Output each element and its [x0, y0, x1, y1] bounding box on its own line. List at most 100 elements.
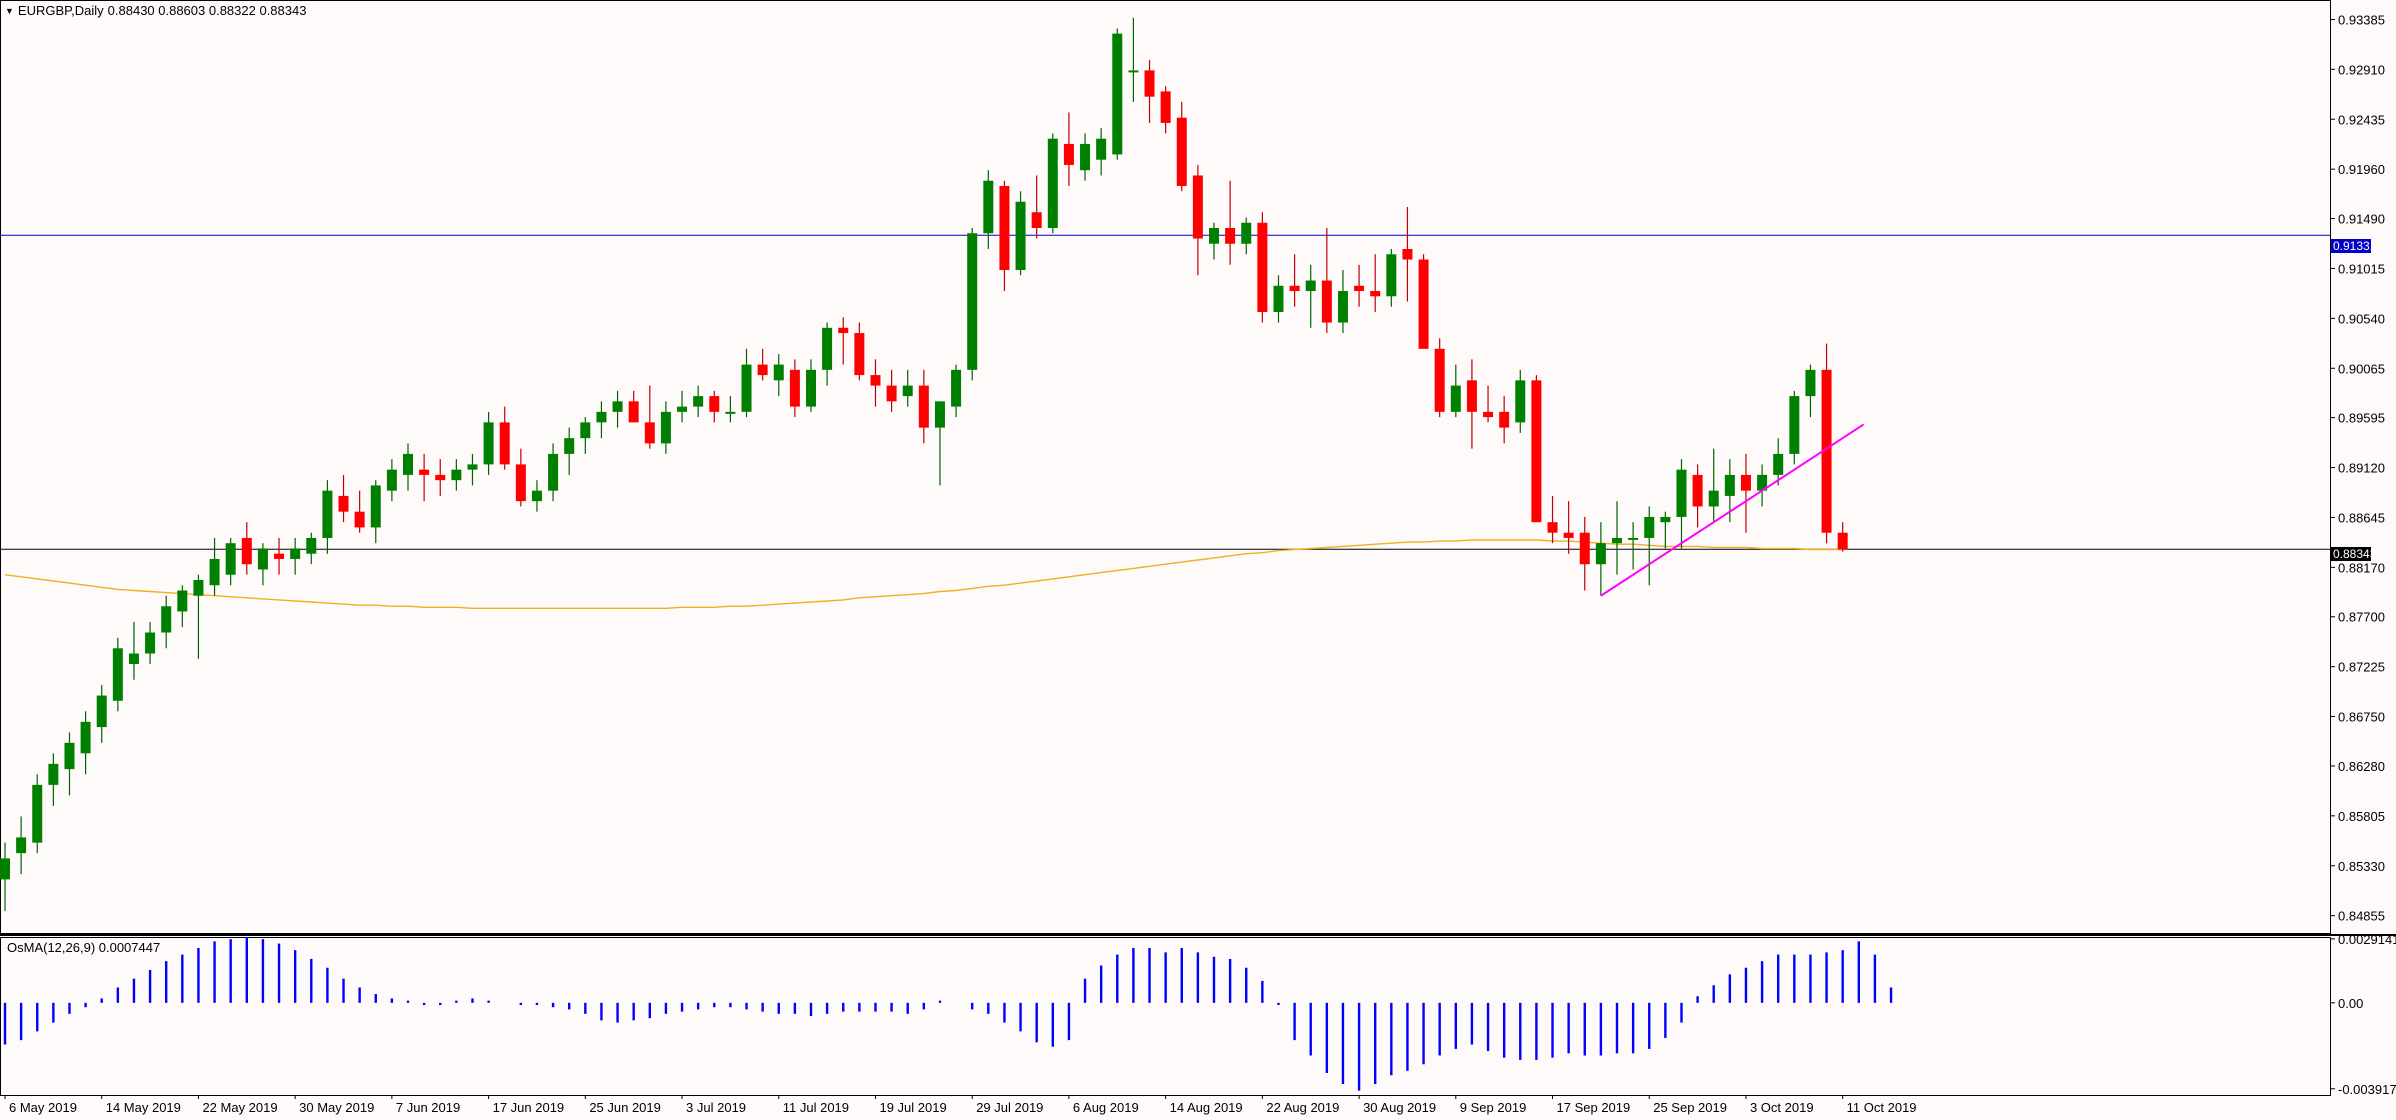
candle — [693, 385, 704, 418]
y-tick-label: 0.91490 — [2338, 212, 2385, 227]
candle — [1773, 438, 1784, 486]
candle — [1789, 390, 1800, 465]
candle — [1434, 338, 1445, 418]
candle — [96, 685, 107, 743]
candle-body — [822, 327, 833, 370]
candle — [48, 753, 59, 806]
candle — [1209, 222, 1219, 260]
candle — [902, 369, 913, 407]
x-tick-label: 11 Oct 2019 — [1847, 1100, 1917, 1115]
candle — [886, 369, 897, 412]
candle — [1402, 206, 1413, 302]
moving-average-line — [4, 539, 1843, 609]
candle-body — [467, 464, 478, 470]
candle — [838, 317, 849, 365]
candle — [112, 637, 123, 712]
candle-body — [386, 469, 397, 491]
candle-body — [757, 364, 768, 376]
x-tick-label: 17 Sep 2019 — [1557, 1100, 1631, 1115]
candle — [290, 537, 301, 575]
candle-body — [128, 653, 139, 665]
candle — [951, 364, 962, 418]
candle-body — [1531, 380, 1542, 523]
candle — [596, 401, 607, 439]
chart-title: ▼ EURGBP,Daily 0.88430 0.88603 0.88322 0… — [0, 3, 306, 18]
candle-body — [1080, 143, 1091, 171]
candle-body — [1209, 227, 1219, 244]
candle-body — [1047, 138, 1058, 228]
candle-body — [1724, 474, 1735, 496]
candle — [386, 459, 397, 502]
candle — [1708, 448, 1719, 523]
candle — [677, 390, 688, 423]
x-tick-label: 3 Jul 2019 — [686, 1100, 746, 1115]
x-tick-label: 30 Aug 2019 — [1363, 1100, 1436, 1115]
candle — [1563, 501, 1574, 554]
y-tick-label: 0.91015 — [2338, 261, 2385, 276]
candle — [870, 359, 881, 407]
candle-body — [596, 411, 607, 423]
x-tick-label: 17 Jun 2019 — [493, 1100, 565, 1115]
candle-body — [483, 422, 494, 465]
candle — [1337, 270, 1348, 334]
candle — [725, 396, 736, 423]
candle-body — [1354, 285, 1365, 292]
candle-body — [918, 385, 929, 428]
candle-body — [1660, 516, 1671, 523]
candle-body — [419, 469, 430, 475]
candle — [822, 322, 833, 386]
y-tick-label: 0.85330 — [2338, 859, 2385, 874]
x-tick-label: 6 May 2019 — [9, 1100, 77, 1115]
candle — [209, 537, 220, 596]
candle-body — [612, 401, 623, 412]
candle-body — [709, 396, 720, 412]
candle — [1354, 264, 1365, 307]
candle — [1644, 506, 1655, 586]
candle-body — [1257, 222, 1268, 313]
y-tick-label: 0.88645 — [2338, 510, 2385, 525]
y-tick-label: 0.93385 — [2338, 12, 2385, 27]
candle — [467, 453, 478, 486]
candle — [983, 170, 994, 250]
candle — [628, 390, 639, 423]
candle-body — [435, 474, 446, 481]
candle-body — [564, 438, 575, 454]
candle — [64, 732, 75, 796]
candle — [1176, 101, 1187, 192]
x-tick-label: 19 Jul 2019 — [879, 1100, 946, 1115]
candle — [274, 537, 285, 575]
candle — [354, 490, 365, 533]
x-tick-label: 22 May 2019 — [202, 1100, 277, 1115]
candle-body — [193, 579, 204, 596]
candle-body — [1402, 249, 1413, 260]
candle-body — [1160, 91, 1171, 123]
candle — [806, 359, 816, 412]
symbol-menu-arrow-icon[interactable]: ▼ — [5, 5, 14, 16]
candle-body — [1386, 254, 1397, 297]
candle — [435, 459, 446, 496]
candle-body — [1434, 348, 1445, 412]
candle — [1386, 249, 1397, 307]
candle-body — [1063, 143, 1074, 165]
candle — [854, 322, 865, 381]
candle-body — [1773, 453, 1784, 475]
candle-body — [403, 453, 413, 475]
candle-body — [1805, 369, 1816, 397]
candle-body — [338, 495, 349, 512]
candle — [1063, 112, 1074, 186]
candle-body — [725, 411, 736, 414]
candle — [1257, 212, 1268, 323]
candle — [16, 816, 27, 875]
candle — [1531, 375, 1542, 523]
candle — [934, 401, 945, 486]
candle-body — [1563, 532, 1574, 538]
candle-body — [983, 180, 994, 234]
candle-body — [548, 453, 559, 491]
candle — [789, 359, 800, 418]
candle-body — [1225, 227, 1236, 244]
candle — [80, 711, 91, 775]
candle-body — [451, 469, 462, 481]
candle — [1660, 511, 1671, 549]
candle-body — [1418, 259, 1429, 349]
